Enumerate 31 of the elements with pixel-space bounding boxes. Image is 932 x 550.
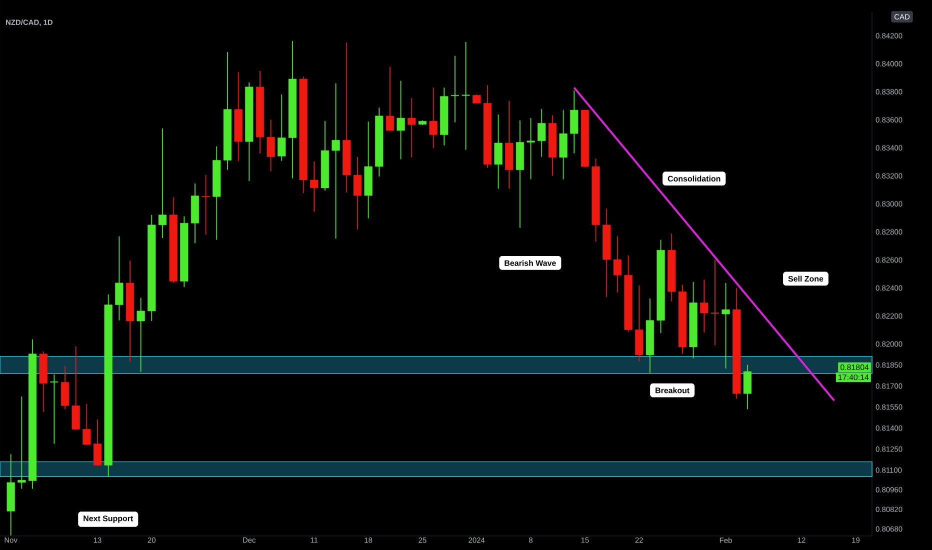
candlestick	[353, 156, 362, 230]
candlestick	[613, 236, 622, 293]
candlestick	[332, 82, 340, 240]
candlestick	[494, 114, 502, 190]
candlestick	[559, 110, 568, 180]
candlestick	[310, 160, 318, 212]
candlestick	[462, 42, 470, 150]
candlestick	[115, 236, 124, 321]
candlestick	[72, 346, 80, 430]
candlestick	[93, 419, 102, 466]
candlestick	[202, 174, 210, 236]
candlestick	[266, 119, 275, 172]
candlestick	[526, 118, 535, 180]
candlestick	[396, 80, 405, 160]
candlestick	[136, 297, 145, 372]
candlestick	[158, 128, 167, 238]
candlestick	[386, 66, 394, 131]
candlestick	[408, 98, 416, 158]
candlestick	[18, 396, 26, 490]
candlestick	[538, 108, 546, 158]
candlestick	[722, 282, 730, 369]
candlestick	[700, 279, 708, 333]
candlestick	[450, 55, 460, 123]
candlestick	[743, 364, 752, 410]
candlestick	[429, 87, 438, 149]
candlestick	[82, 404, 91, 446]
candlestick	[710, 259, 719, 346]
candlestick	[60, 366, 70, 410]
candlestick	[570, 90, 578, 154]
candlestick	[278, 94, 286, 162]
candlestick	[50, 374, 58, 444]
